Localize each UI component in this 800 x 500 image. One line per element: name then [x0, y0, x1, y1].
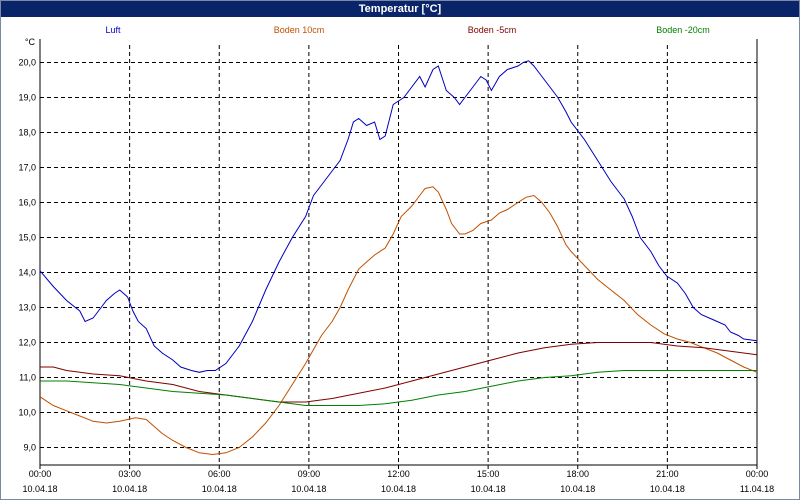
series-line-luft [39, 60, 758, 373]
tick-labels: 9,0 10,0 11,0 12,0 13,0 14,0 15,0 16,0 17,0 18,0 1… [18, 37, 774, 494]
series-line-boden-5cm [40, 342, 758, 403]
series-line-boden-20cm [40, 370, 757, 406]
legend-entry-luft: Luft [105, 25, 121, 35]
y-tick-label: 15,0 [18, 233, 36, 243]
x-tick-date: 10.04.18 [560, 484, 595, 494]
y-tick-label: 9,0 [23, 443, 36, 453]
legend-entry-boden-10cm: Boden 10cm [274, 25, 325, 35]
x-tick-time: 00:00 [746, 469, 769, 479]
y-tick-label: 10,0 [18, 408, 36, 418]
x-tick-time: 21:00 [656, 469, 679, 479]
x-tick-time: 09:00 [298, 469, 321, 479]
x-tick-date: 10.04.18 [650, 484, 685, 494]
series-lines [39, 60, 758, 456]
y-axis-unit: °C [25, 37, 36, 47]
chart-title: Temperatur [°C] [1, 1, 799, 17]
y-tick-label: 19,0 [18, 93, 36, 103]
legend: Luft Boden 10cm Boden -5cm Boden -20cm [105, 25, 709, 35]
legend-entry-boden-20cm: Boden -20cm [656, 25, 710, 35]
x-tick-date: 10.04.18 [202, 484, 237, 494]
y-tick-label: 18,0 [18, 128, 36, 138]
series-line-boden-10cm [39, 186, 758, 456]
axes [39, 39, 758, 469]
x-tick-time: 03:00 [118, 469, 141, 479]
legend-entry-boden-5cm: Boden -5cm [468, 25, 517, 35]
y-tick-label: 11,0 [19, 373, 36, 383]
x-tick-date: 10.04.18 [381, 484, 416, 494]
grid-lines [40, 45, 757, 465]
x-tick-time: 18:00 [566, 469, 589, 479]
y-tick-label: 14,0 [18, 268, 36, 278]
x-tick-date: 10.04.18 [112, 484, 147, 494]
x-tick-date: 10.04.18 [22, 484, 57, 494]
y-tick-label: 12,0 [18, 338, 36, 348]
x-tick-time: 12:00 [387, 469, 410, 479]
x-tick-date: 11.04.18 [740, 484, 774, 494]
y-tick-label: 17,0 [18, 163, 36, 173]
y-tick-label: 20,0 [18, 58, 36, 68]
x-tick-date: 10.04.18 [471, 484, 506, 494]
x-tick-time: 00:00 [29, 469, 52, 479]
x-tick-time: 15:00 [477, 469, 500, 479]
x-tick-time: 06:00 [208, 469, 231, 479]
y-tick-label: 16,0 [18, 198, 36, 208]
y-tick-label: 13,0 [18, 303, 36, 313]
x-tick-date: 10.04.18 [291, 484, 326, 494]
